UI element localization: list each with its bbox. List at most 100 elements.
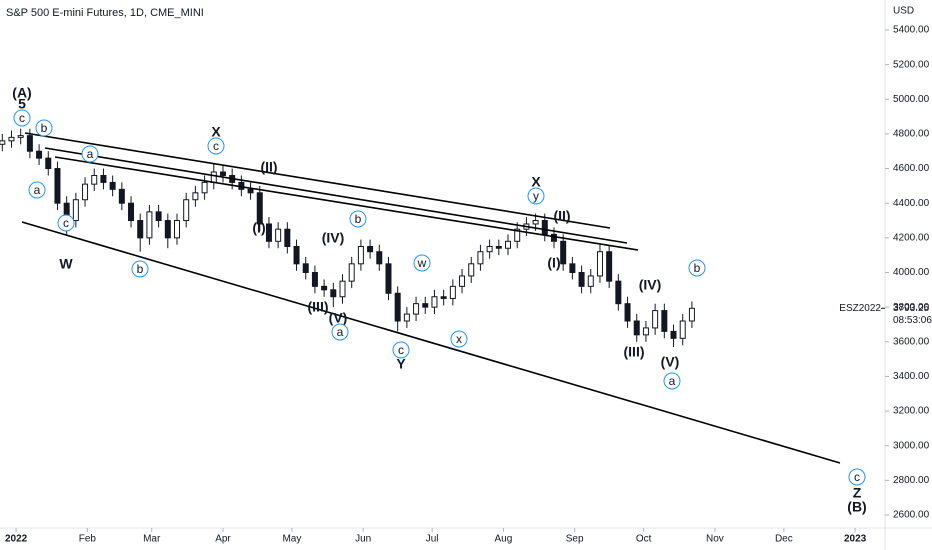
candle-body bbox=[596, 251, 603, 277]
wave-label: (II) bbox=[260, 159, 277, 175]
wave-circle bbox=[13, 109, 31, 127]
wave-circle bbox=[331, 323, 349, 341]
x-tick-label: Sep bbox=[566, 534, 584, 545]
candle-body bbox=[330, 289, 337, 298]
candle-body bbox=[302, 263, 309, 273]
candle-body bbox=[357, 246, 364, 265]
y-tick-label: 3800.00 bbox=[893, 302, 930, 313]
candle-body bbox=[606, 251, 613, 282]
wave-label: Z bbox=[853, 485, 862, 501]
wave-circle bbox=[57, 214, 75, 232]
candle-body bbox=[560, 240, 567, 265]
candle-body bbox=[514, 228, 521, 242]
wave-circle bbox=[131, 260, 149, 278]
candle-body bbox=[440, 296, 447, 299]
candle-body bbox=[293, 246, 300, 265]
wave-label: x bbox=[456, 332, 462, 346]
wave-circle bbox=[848, 468, 866, 486]
wave-circle bbox=[527, 187, 545, 205]
candle-body bbox=[256, 192, 263, 225]
wave-label: (V) bbox=[329, 310, 348, 326]
y-tick-label: 5400.00 bbox=[893, 25, 930, 36]
trendline bbox=[44, 147, 628, 244]
candle-body bbox=[146, 211, 153, 239]
wave-label: (IV) bbox=[639, 277, 662, 293]
candle-body bbox=[91, 174, 98, 185]
candle-body bbox=[486, 246, 493, 253]
x-tick-label: Oct bbox=[636, 534, 652, 545]
wave-circle bbox=[663, 372, 681, 390]
wave-label: (IV) bbox=[322, 230, 345, 246]
candle-body bbox=[128, 202, 135, 222]
y-tick-label: 3400.00 bbox=[893, 371, 930, 382]
y-tick-label: 3200.00 bbox=[893, 406, 930, 417]
candle-body bbox=[652, 310, 659, 329]
y-tick-label: 4800.00 bbox=[893, 129, 930, 140]
candle-body bbox=[569, 263, 576, 273]
wave-label: y bbox=[533, 189, 539, 203]
candle-body bbox=[275, 228, 282, 242]
candle-body bbox=[0, 140, 6, 145]
wave-label: (III) bbox=[624, 344, 645, 360]
x-tick-label: May bbox=[282, 534, 301, 545]
candle-body bbox=[449, 285, 456, 299]
candle-body bbox=[532, 220, 539, 225]
candle-body bbox=[82, 183, 89, 201]
candle-body bbox=[624, 303, 631, 322]
x-tick-label: Aug bbox=[495, 534, 513, 545]
candle-body bbox=[36, 150, 43, 159]
last-price-label: 3793.25 bbox=[893, 303, 930, 314]
candle-body bbox=[192, 192, 199, 201]
wave-label: c bbox=[63, 216, 69, 230]
x-tick-label: Jul bbox=[426, 534, 439, 545]
candle-body bbox=[550, 233, 557, 242]
wave-circle bbox=[207, 137, 225, 155]
y-tick-label: 5000.00 bbox=[893, 94, 930, 105]
wave-label: b bbox=[41, 121, 48, 135]
trendlines bbox=[21, 132, 841, 464]
candle-body bbox=[477, 251, 484, 265]
wave-label: X bbox=[211, 124, 221, 140]
wave-label: X bbox=[531, 174, 541, 190]
candle-body bbox=[72, 199, 79, 222]
candle-body bbox=[219, 171, 226, 176]
candle-body bbox=[17, 135, 24, 138]
candle-body bbox=[670, 330, 677, 339]
wave-label: b bbox=[355, 212, 362, 226]
trendline bbox=[54, 156, 639, 251]
y-tick-label: 2800.00 bbox=[893, 475, 930, 486]
candle-body bbox=[422, 303, 429, 308]
candle-body bbox=[174, 220, 180, 239]
candle-body bbox=[183, 199, 190, 222]
wave-label: Y bbox=[396, 356, 406, 372]
wave-label: c bbox=[854, 470, 860, 484]
candle-body bbox=[137, 220, 144, 239]
wave-label: (V) bbox=[661, 354, 680, 370]
wave-label: b bbox=[137, 262, 144, 276]
candle-body bbox=[339, 280, 346, 298]
candle-body bbox=[311, 271, 318, 287]
candle-body bbox=[642, 327, 649, 336]
wave-label: a bbox=[87, 147, 94, 161]
wave-label: (B) bbox=[847, 499, 866, 515]
candle-body bbox=[100, 174, 107, 183]
wave-label: (III) bbox=[308, 299, 329, 315]
candle-body bbox=[155, 211, 162, 222]
chart-title: S&P 500 E-mini Futures, 1D, CME_MINI bbox=[6, 7, 204, 19]
y-tick-label: 4400.00 bbox=[893, 198, 930, 209]
x-tick-label: Mar bbox=[143, 534, 161, 545]
candle-body bbox=[8, 136, 15, 142]
candle-body bbox=[376, 251, 383, 265]
trendline bbox=[21, 221, 841, 464]
candle-body bbox=[615, 280, 622, 305]
wave-circle bbox=[81, 145, 99, 163]
y-tick-label: 3000.00 bbox=[893, 440, 930, 451]
wave-label: a bbox=[669, 374, 676, 388]
x-tick-label: Jun bbox=[355, 534, 371, 545]
candle-body bbox=[26, 135, 33, 152]
wave-label: (A) bbox=[12, 85, 31, 101]
wave-circle bbox=[28, 181, 46, 199]
wave-circle bbox=[35, 119, 53, 137]
